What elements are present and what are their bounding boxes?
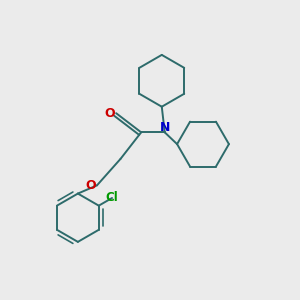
Text: Cl: Cl [106,191,118,205]
Text: N: N [160,121,170,134]
Text: O: O [85,179,96,192]
Text: O: O [104,107,115,120]
